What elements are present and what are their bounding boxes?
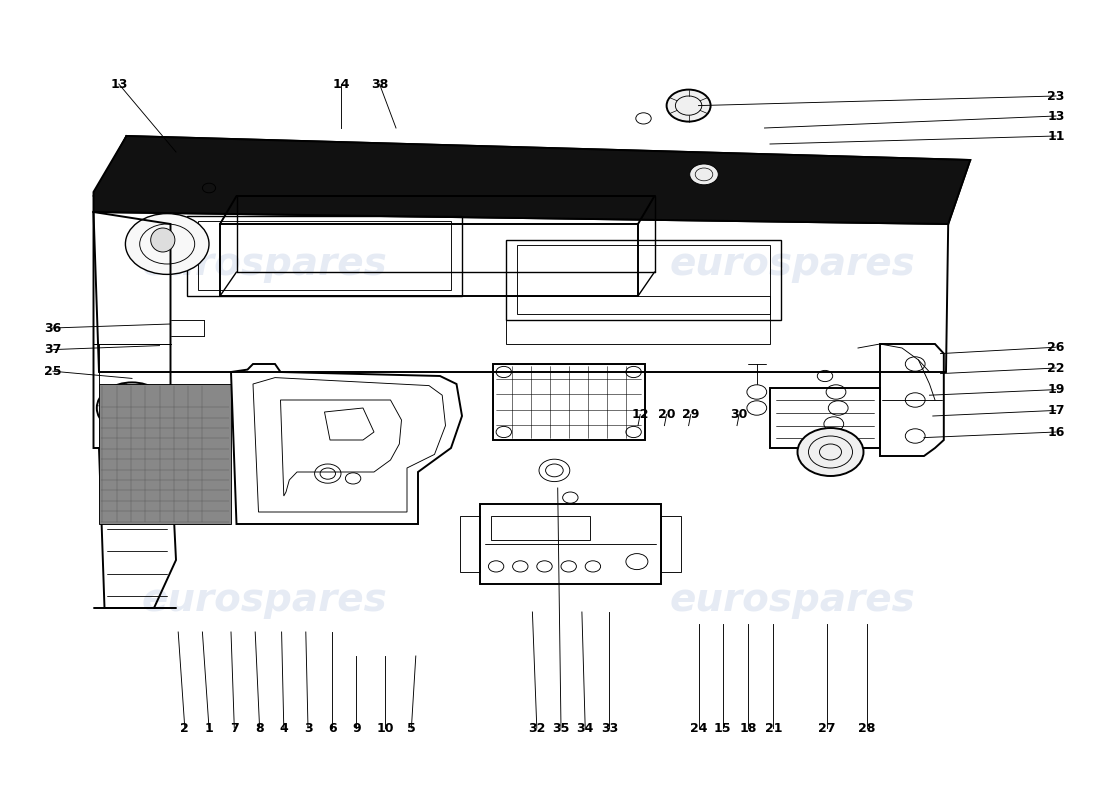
Text: 34: 34 bbox=[576, 722, 594, 734]
Text: 36: 36 bbox=[44, 322, 62, 334]
Bar bbox=[491, 516, 591, 540]
Text: 23: 23 bbox=[1047, 90, 1065, 102]
Text: 32: 32 bbox=[528, 722, 546, 734]
Text: 1: 1 bbox=[205, 722, 213, 734]
Text: 4: 4 bbox=[279, 722, 288, 734]
Text: 19: 19 bbox=[1047, 383, 1065, 396]
Bar bbox=[480, 504, 661, 584]
Text: 17: 17 bbox=[1047, 404, 1065, 417]
Text: 6: 6 bbox=[328, 722, 337, 734]
Bar bbox=[506, 296, 770, 344]
Circle shape bbox=[125, 214, 209, 274]
Text: 13: 13 bbox=[1047, 110, 1065, 122]
Text: 11: 11 bbox=[1047, 130, 1065, 142]
Text: 5: 5 bbox=[407, 722, 416, 734]
Text: 3: 3 bbox=[304, 722, 312, 734]
Text: eurospares: eurospares bbox=[669, 581, 915, 619]
Text: 9: 9 bbox=[352, 722, 361, 734]
Bar bbox=[517, 245, 770, 314]
Text: 15: 15 bbox=[714, 722, 732, 734]
Text: 7: 7 bbox=[230, 722, 239, 734]
Text: 25: 25 bbox=[44, 365, 62, 378]
Text: 8: 8 bbox=[255, 722, 264, 734]
Bar bbox=[493, 364, 645, 440]
Polygon shape bbox=[94, 136, 970, 224]
Text: 37: 37 bbox=[44, 343, 62, 356]
Circle shape bbox=[798, 428, 864, 476]
Text: 38: 38 bbox=[371, 78, 388, 90]
Circle shape bbox=[690, 164, 718, 185]
Text: 2: 2 bbox=[180, 722, 189, 734]
Circle shape bbox=[667, 90, 711, 122]
Bar bbox=[770, 388, 880, 448]
Text: 28: 28 bbox=[858, 722, 876, 734]
Text: 14: 14 bbox=[332, 78, 350, 90]
Bar bbox=[99, 384, 231, 524]
Ellipse shape bbox=[151, 228, 175, 252]
Bar bbox=[198, 221, 451, 290]
Text: 21: 21 bbox=[764, 722, 782, 734]
Text: 20: 20 bbox=[658, 408, 675, 421]
Text: 30: 30 bbox=[730, 408, 748, 421]
Text: 22: 22 bbox=[1047, 362, 1065, 374]
Text: 16: 16 bbox=[1047, 426, 1065, 438]
Text: 33: 33 bbox=[601, 722, 618, 734]
Text: 26: 26 bbox=[1047, 341, 1065, 354]
Circle shape bbox=[97, 382, 167, 434]
Text: eurospares: eurospares bbox=[141, 581, 387, 619]
Text: 27: 27 bbox=[818, 722, 836, 734]
Text: eurospares: eurospares bbox=[669, 245, 915, 283]
Bar bbox=[187, 216, 462, 296]
Bar bbox=[506, 240, 781, 320]
Text: 18: 18 bbox=[739, 722, 757, 734]
Text: 13: 13 bbox=[110, 78, 128, 90]
Text: 10: 10 bbox=[376, 722, 394, 734]
Text: 35: 35 bbox=[552, 722, 570, 734]
Text: 24: 24 bbox=[690, 722, 707, 734]
Text: eurospares: eurospares bbox=[141, 245, 387, 283]
Text: 29: 29 bbox=[682, 408, 700, 421]
Text: 12: 12 bbox=[631, 408, 649, 421]
